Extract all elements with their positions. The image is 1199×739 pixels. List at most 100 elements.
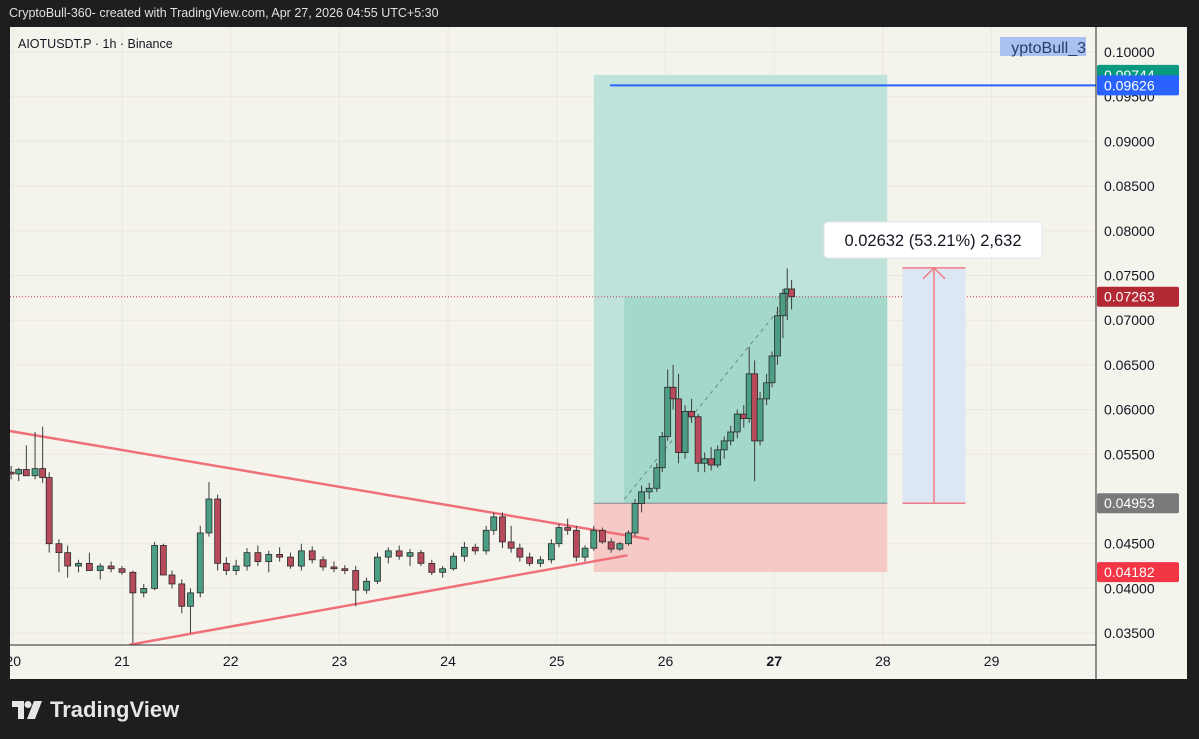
price-tick-label: 0.07500 (1104, 268, 1155, 284)
time-tick-label: 27 (766, 653, 782, 669)
candle-down (45, 477, 53, 545)
trendline-descending-resistance[interactable] (10, 429, 650, 541)
candle-down (428, 562, 436, 573)
candle-up (645, 487, 653, 493)
candle-up (15, 469, 23, 475)
price-tag-label: 0.04953 (1104, 495, 1155, 511)
candle-up (664, 386, 672, 437)
candle-up (374, 556, 381, 582)
price-tick-label: 0.04000 (1104, 580, 1155, 596)
candle-down (55, 543, 63, 554)
candle-down (319, 559, 327, 568)
author-watermark-text: yptoBull_3 (1011, 40, 1086, 57)
candle-up (151, 545, 159, 589)
candle-down (308, 550, 316, 561)
candle-down (471, 546, 479, 552)
candle-up (581, 547, 589, 558)
chart-panel[interactable]: AIOTUSDT.P · 1h · Binance 0.02632 (53.21%… (10, 27, 1187, 679)
chart-header: CryptoBull-360- created with TradingView… (9, 6, 439, 20)
candle-up (653, 467, 661, 489)
price-tick-label: 0.06500 (1104, 357, 1155, 373)
candle-down (417, 552, 425, 564)
candle-down (39, 468, 47, 478)
candle-down (254, 552, 262, 562)
candle-up (590, 529, 598, 549)
candle-up (763, 382, 770, 400)
candle-down (222, 562, 230, 571)
candle-down (572, 529, 580, 558)
candle-down (64, 552, 72, 567)
candle-down (107, 565, 115, 570)
candle-up (701, 458, 709, 464)
price-tick-label: 0.06000 (1104, 402, 1155, 418)
candle-up (265, 554, 273, 562)
candle-up (733, 413, 741, 433)
candle-up (625, 532, 632, 545)
candle-up (638, 491, 645, 504)
candle-up (384, 550, 392, 558)
measure-label-box (823, 221, 1043, 259)
candle-up (243, 552, 251, 567)
candle-down (694, 416, 702, 464)
price-tag (1097, 493, 1179, 514)
candle-down (526, 556, 534, 564)
candle-down (85, 562, 93, 571)
candle-down (564, 527, 572, 531)
candlestick-chart[interactable]: AIOTUSDT.P · 1h · Binance 0.02632 (53.21%… (10, 27, 1187, 679)
candle-up (232, 565, 240, 571)
candle-up (196, 532, 204, 594)
footer-brand-text: TradingView (50, 697, 180, 722)
candle-up (363, 580, 370, 591)
price-tag-label: 0.09626 (1104, 77, 1155, 93)
candle-down (352, 570, 360, 591)
candle-up (187, 592, 194, 607)
symbol-legend: AIOTUSDT.P · 1h · Binance (18, 37, 173, 51)
candle-up (547, 543, 555, 561)
price-tick-label: 0.08000 (1104, 223, 1155, 239)
candle-up (714, 449, 722, 466)
candle-up (555, 527, 563, 545)
time-tick-label: 24 (440, 653, 456, 669)
candle-down (10, 471, 15, 475)
time-tick-label: 28 (875, 653, 891, 669)
price-tick-label: 0.04500 (1104, 536, 1155, 552)
candle-down (499, 516, 506, 543)
candle-up (779, 292, 787, 317)
price-tick-label: 0.10000 (1104, 44, 1155, 60)
candle-up (96, 565, 104, 571)
candle-up (450, 555, 457, 570)
candle-down (669, 386, 677, 400)
candle-down (276, 554, 284, 558)
candle-up (406, 552, 414, 557)
time-tick-label: 26 (658, 653, 674, 669)
candle-up (756, 398, 764, 442)
position-path-dashed-line (623, 296, 790, 500)
candle-up (537, 559, 544, 564)
candle-up (205, 498, 213, 534)
candle-up (490, 516, 498, 531)
candle-up (31, 468, 39, 477)
trendline-ascending-support[interactable] (129, 554, 628, 646)
candle-down (168, 574, 176, 585)
time-axis[interactable] (10, 645, 1096, 679)
price-tick-label: 0.09000 (1104, 133, 1155, 149)
price-tag (1097, 75, 1179, 96)
candle-down (395, 550, 403, 557)
candle-up (720, 440, 728, 451)
candle-down (516, 547, 524, 558)
price-tag (1097, 562, 1179, 583)
time-tick-label: 29 (984, 653, 1000, 669)
candle-up (768, 355, 776, 384)
candle-down (788, 288, 795, 298)
candle-up (727, 431, 735, 442)
candle-up (658, 436, 666, 469)
candle-down (287, 556, 294, 567)
price-tick-label: 0.03500 (1104, 625, 1155, 641)
price-tag-label: 0.07263 (1104, 289, 1155, 305)
time-tick-label: 25 (549, 653, 565, 669)
candle-up (75, 562, 82, 567)
price-tick-label: 0.05500 (1104, 446, 1155, 462)
tradingview-logo-icon (12, 701, 42, 719)
candle-down (675, 398, 682, 453)
candle-up (439, 568, 447, 573)
